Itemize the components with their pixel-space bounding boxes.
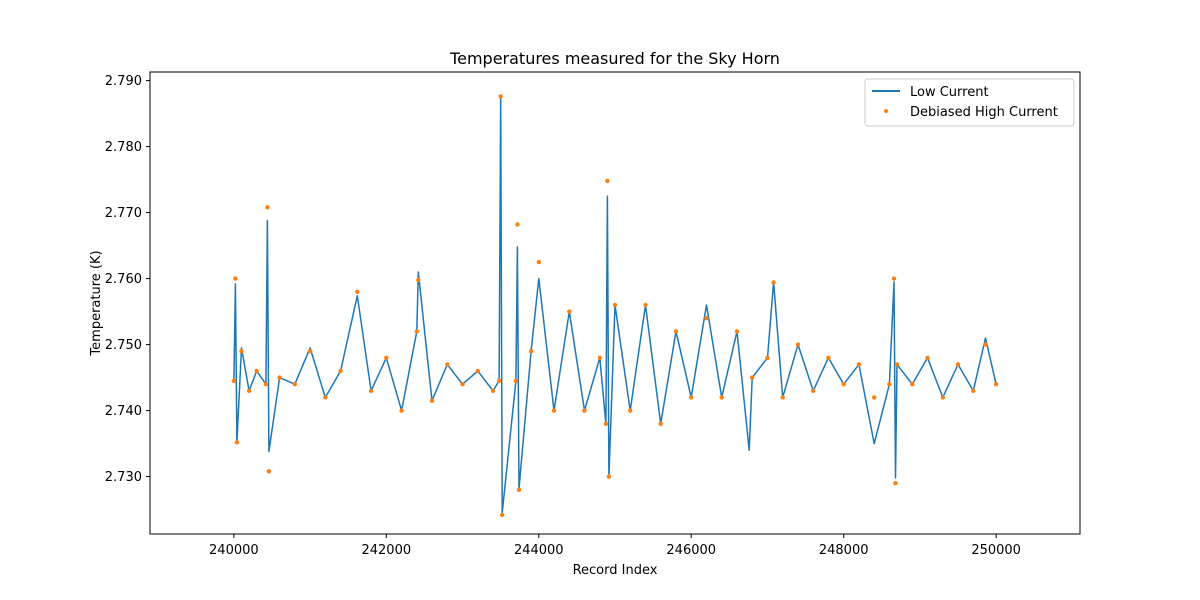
plot-area [231,94,999,518]
high-current-point [266,469,272,474]
high-current-point [384,355,389,360]
y-tick-label: 2.730 [105,470,142,485]
x-axis: 240000 242000 244000 246000 248000 250000 [209,534,1021,558]
high-current-point [925,355,930,360]
high-current-point [658,421,663,426]
high-current-point [416,277,421,283]
y-axis-label: Temperature (K) [89,250,104,356]
high-current-point [528,349,534,354]
high-current-point [811,388,816,393]
high-current-point [719,395,724,400]
high-current-point [234,440,240,445]
high-current-point [643,302,648,308]
high-current-point [605,178,610,184]
y-tick-label: 2.740 [105,404,142,419]
high-current-point [445,362,450,367]
legend-label-debiased-high-current: Debiased High Current [910,105,1058,120]
high-current-point [490,388,496,393]
high-current-point [910,382,915,387]
high-current-point [872,395,877,400]
high-current-point [355,289,360,294]
high-current-point [513,378,519,384]
high-current-point [673,329,679,334]
chart-title: Temperatures measured for the Sky Horn [449,49,780,68]
legend-dot-swatch [884,109,888,113]
high-current-point [496,378,502,384]
high-current-point [292,382,297,387]
high-current-point [983,342,988,347]
x-tick-label: 242000 [361,543,411,558]
high-current-point [338,368,343,374]
high-current-point [841,382,846,387]
high-current-point [475,368,480,374]
high-current-point [254,368,259,374]
high-current-point [689,395,694,400]
high-current-point [233,276,238,281]
high-current-point [399,408,404,413]
high-current-point [750,375,755,380]
high-current-point [429,398,435,403]
high-current-point [239,349,244,354]
high-current-point [765,355,770,360]
x-axis-label: Record Index [573,563,658,578]
y-tick-label: 2.770 [105,206,142,221]
high-current-point [628,408,633,413]
x-tick-label: 240000 [209,543,259,558]
y-axis: 2.730 2.740 2.750 2.760 2.770 2.780 2.790 [105,74,150,485]
high-current-point [771,280,776,285]
high-current-point [603,421,609,426]
high-current-point [277,375,282,380]
high-current-point [263,382,269,387]
high-current-point [567,309,572,314]
high-current-point [795,342,801,347]
high-current-point [500,512,505,518]
high-current-point [368,388,374,393]
high-current-point [993,382,999,387]
high-current-point [231,378,237,384]
plot-frame [149,71,1081,535]
high-current-point [516,487,522,492]
high-current-point [515,222,520,227]
high-current-point [780,395,785,400]
high-current-point [826,355,831,360]
high-current-point [536,259,541,265]
y-tick-label: 2.780 [105,140,142,155]
high-current-point [940,395,945,400]
y-tick-label: 2.750 [105,338,142,353]
high-current-point [323,395,328,400]
high-current-point [246,388,252,393]
high-current-point [894,362,900,367]
legend: Low Current Debiased High Current [864,78,1075,127]
high-current-point [597,355,602,360]
x-tick-label: 248000 [819,543,869,558]
x-tick-label: 244000 [514,543,564,558]
high-current-point [856,362,862,367]
high-current-point [893,481,898,486]
series-debiased-high-current [231,94,999,518]
high-current-point [498,94,503,99]
high-current-point [414,329,419,334]
y-tick-label: 2.760 [105,272,142,287]
high-current-point [955,362,961,367]
x-tick-label: 250000 [971,543,1021,558]
x-tick-label: 246000 [666,543,716,558]
high-current-point [704,316,709,321]
legend-label-low-current: Low Current [910,85,989,100]
high-current-point [265,205,270,210]
high-current-point [606,474,612,479]
high-current-point [307,349,313,354]
y-tick-label: 2.790 [105,74,142,89]
high-current-point [460,382,465,387]
high-current-point [612,302,618,308]
high-current-point [891,276,897,281]
high-current-point [971,388,976,393]
high-current-point [734,329,740,334]
legend-box [864,78,1075,127]
high-current-point [887,382,892,387]
high-current-point [582,408,587,413]
high-current-point [551,408,557,413]
